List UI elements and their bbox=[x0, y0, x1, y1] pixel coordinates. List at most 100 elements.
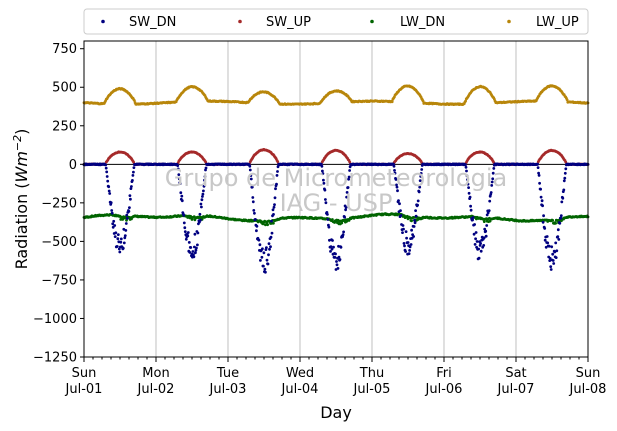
data-point bbox=[344, 206, 348, 209]
data-point bbox=[330, 247, 334, 251]
data-point bbox=[469, 204, 472, 208]
data-point bbox=[559, 214, 563, 218]
x-tick-label-date: Jul-08 bbox=[569, 382, 607, 397]
series-layer bbox=[82, 84, 590, 274]
data-point bbox=[275, 182, 278, 186]
data-point bbox=[275, 174, 279, 177]
data-point bbox=[399, 209, 402, 213]
y-tick-label: −1250 bbox=[33, 351, 77, 366]
data-point bbox=[402, 227, 405, 231]
data-point bbox=[390, 100, 394, 104]
data-point bbox=[547, 244, 551, 248]
data-point bbox=[183, 226, 187, 230]
x-tick-label-date: Jul-05 bbox=[353, 382, 391, 397]
data-point bbox=[490, 180, 494, 184]
x-tick-label-day: Sun bbox=[576, 366, 601, 381]
data-point bbox=[262, 251, 266, 255]
data-point bbox=[255, 229, 258, 233]
data-point bbox=[418, 179, 422, 183]
series-lw-up bbox=[82, 84, 590, 106]
data-point bbox=[194, 248, 198, 252]
data-point bbox=[110, 211, 114, 215]
data-point bbox=[193, 232, 197, 236]
data-point bbox=[394, 178, 398, 181]
x-tick-label-day: Wed bbox=[286, 366, 314, 381]
data-point bbox=[408, 245, 412, 249]
data-point bbox=[192, 255, 196, 259]
data-point bbox=[324, 198, 327, 201]
data-point bbox=[202, 184, 206, 188]
data-point bbox=[409, 243, 413, 246]
data-point bbox=[338, 258, 342, 261]
series-sw-dn bbox=[82, 162, 590, 274]
data-point bbox=[322, 181, 326, 185]
data-point bbox=[403, 244, 406, 248]
data-point bbox=[554, 241, 558, 245]
data-point bbox=[128, 194, 132, 198]
data-point bbox=[479, 242, 482, 245]
data-point bbox=[180, 194, 184, 198]
data-point bbox=[554, 221, 557, 225]
data-point bbox=[121, 246, 125, 250]
data-point bbox=[131, 179, 134, 182]
data-point bbox=[545, 235, 549, 238]
data-point bbox=[129, 197, 132, 201]
data-point bbox=[482, 244, 486, 247]
data-point bbox=[395, 185, 399, 189]
data-point bbox=[348, 169, 351, 172]
x-tick-label-date: Jul-06 bbox=[425, 382, 463, 397]
data-point bbox=[551, 219, 555, 222]
data-point bbox=[190, 218, 194, 221]
data-point bbox=[265, 246, 268, 250]
data-point bbox=[255, 224, 259, 228]
y-axis-label-prefix: Radiation ( bbox=[12, 182, 31, 269]
data-point bbox=[119, 240, 123, 244]
data-point bbox=[184, 237, 188, 241]
data-point bbox=[412, 235, 415, 238]
data-point bbox=[276, 170, 279, 173]
data-point bbox=[124, 222, 128, 225]
y-axis: 750 500 250 0 −250 −500 −750 −1000 −1250 bbox=[33, 42, 84, 366]
data-point bbox=[464, 99, 467, 103]
data-point bbox=[549, 265, 553, 268]
data-point bbox=[334, 252, 337, 256]
data-point bbox=[419, 172, 423, 175]
data-point bbox=[196, 231, 200, 235]
data-point bbox=[405, 236, 408, 240]
data-point bbox=[262, 264, 265, 268]
data-point bbox=[407, 252, 411, 256]
data-point bbox=[326, 213, 329, 216]
data-point bbox=[564, 167, 568, 171]
data-point bbox=[123, 236, 127, 240]
data-point bbox=[562, 188, 566, 192]
data-point bbox=[111, 222, 115, 226]
data-point bbox=[267, 242, 271, 246]
legend-label-sw-up: SW_UP bbox=[266, 15, 311, 30]
data-point bbox=[269, 245, 272, 249]
data-point bbox=[335, 263, 339, 267]
data-point bbox=[345, 195, 348, 199]
x-axis-label: Day bbox=[320, 403, 352, 422]
x-tick-label-day: Tue bbox=[216, 366, 239, 381]
data-point bbox=[397, 199, 400, 203]
data-point bbox=[112, 219, 116, 223]
y-tick-label: 500 bbox=[52, 81, 77, 96]
data-point bbox=[130, 185, 133, 188]
data-point bbox=[113, 224, 117, 227]
data-point bbox=[474, 231, 478, 234]
data-point bbox=[328, 238, 331, 242]
legend-marker-lw-dn bbox=[370, 19, 374, 24]
data-point bbox=[104, 166, 108, 170]
data-point bbox=[347, 177, 350, 181]
data-point bbox=[472, 232, 476, 236]
data-point bbox=[418, 185, 422, 189]
data-point bbox=[272, 221, 275, 225]
data-point bbox=[133, 99, 136, 102]
data-point bbox=[129, 187, 133, 191]
data-point bbox=[183, 230, 187, 234]
data-point bbox=[538, 181, 541, 185]
data-point bbox=[490, 184, 494, 187]
data-point bbox=[564, 160, 568, 164]
data-point bbox=[327, 225, 331, 229]
data-point bbox=[254, 218, 257, 221]
